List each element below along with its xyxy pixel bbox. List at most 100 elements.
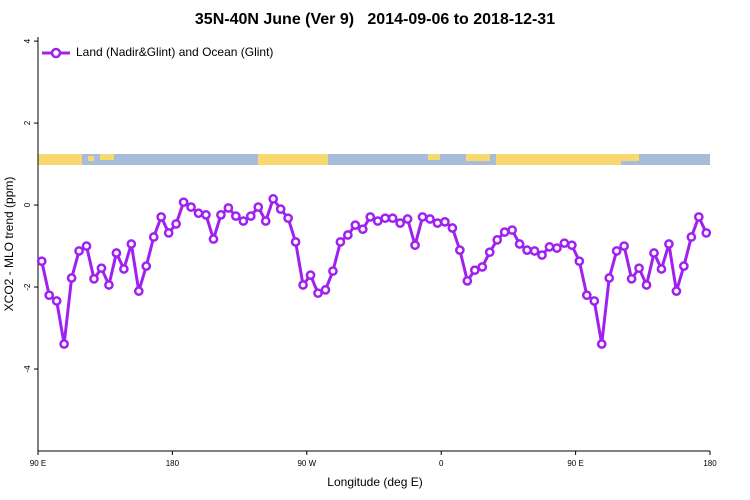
data-point [36, 256, 47, 267]
data-point [604, 273, 615, 283]
data-point [305, 270, 316, 281]
y-tick-label: 4 [23, 38, 32, 43]
data-point [611, 246, 622, 256]
data-point [163, 228, 174, 238]
data-point [701, 228, 712, 238]
data-point [432, 218, 443, 228]
data-point [522, 245, 532, 255]
data-point [96, 263, 107, 274]
data-point [649, 248, 659, 258]
data-point [634, 263, 644, 274]
y-tick-label: -2 [23, 283, 32, 291]
y-axis-label: XCO2 - MLO trend (ppm) [2, 177, 16, 312]
data-point [51, 296, 62, 306]
data-point [59, 339, 69, 349]
data-point [81, 241, 92, 251]
data-point [186, 202, 196, 212]
data-point [626, 273, 637, 284]
data-point [499, 227, 510, 237]
data-point [581, 290, 592, 301]
data-point [679, 261, 689, 271]
data-point [469, 265, 480, 276]
data-point [559, 238, 570, 249]
data-point [89, 273, 99, 284]
data-point [133, 286, 144, 296]
data-point [656, 264, 667, 274]
data-point [402, 214, 413, 224]
x-axis-label: Longitude (deg E) [327, 475, 422, 489]
data-point [141, 261, 152, 271]
data-point [313, 288, 323, 299]
data-point [529, 246, 540, 256]
data-point [343, 230, 353, 240]
data-point [275, 204, 286, 215]
data-point [178, 197, 189, 208]
data-point [283, 213, 293, 224]
data-point [328, 266, 338, 276]
x-tick-label: 90 W [297, 459, 316, 468]
data-point [387, 213, 398, 224]
data-point [425, 214, 435, 224]
data-point [268, 194, 279, 204]
y-tick-label: 0 [23, 202, 32, 207]
data-point [395, 218, 405, 228]
data-point [462, 276, 473, 286]
data-point [231, 211, 241, 221]
data-point [216, 210, 226, 220]
data-point [74, 246, 84, 256]
data-point [447, 223, 458, 233]
data-point [671, 286, 682, 296]
data-point [119, 264, 129, 274]
legend-marker [50, 47, 62, 59]
legend-label: Land (Nadir&Glint) and Ocean (Glint) [76, 45, 273, 59]
data-point [537, 250, 547, 260]
data-point [589, 296, 600, 306]
data-point [619, 241, 629, 251]
data-point [693, 212, 704, 222]
data-point [484, 247, 495, 258]
data-point [574, 256, 585, 267]
y-tick-label: -4 [23, 365, 32, 373]
x-tick-label: 90 E [567, 459, 583, 468]
data-point [66, 273, 77, 283]
data-point [567, 240, 577, 251]
data-point [320, 285, 331, 295]
data-point [104, 280, 114, 290]
data-point [350, 220, 361, 230]
data-point [253, 202, 264, 212]
x-tick-label: 0 [439, 459, 444, 468]
data-point [335, 237, 346, 247]
x-tick-label: 90 E [30, 459, 46, 468]
data-point [410, 240, 420, 251]
data-point [201, 210, 211, 220]
data-point [238, 216, 249, 226]
data-point [477, 262, 488, 272]
data-point [641, 280, 652, 290]
data-point [552, 243, 562, 253]
data-point [171, 219, 181, 229]
data-point [544, 242, 555, 252]
data-point [208, 234, 219, 244]
legend: Land (Nadir&Glint) and Ocean (Glint) [42, 45, 273, 59]
data-point [380, 213, 391, 224]
data-point [686, 232, 697, 242]
data-point [44, 290, 55, 301]
data-point [111, 248, 122, 258]
data-point [193, 208, 204, 219]
x-tick-label: 180 [703, 459, 717, 468]
data-point [514, 239, 525, 249]
data-point [596, 339, 607, 349]
data-point [148, 232, 159, 242]
data-point [372, 216, 383, 226]
data-point [290, 237, 301, 247]
data-point [126, 239, 137, 249]
map-strip [38, 154, 710, 165]
data-point [298, 280, 308, 290]
data-point [507, 225, 517, 235]
data-point [223, 203, 234, 213]
data-point [440, 217, 450, 227]
y-tick-label: 2 [23, 120, 32, 125]
data-point [365, 212, 376, 222]
data-point [357, 224, 368, 235]
data-point [455, 245, 465, 255]
